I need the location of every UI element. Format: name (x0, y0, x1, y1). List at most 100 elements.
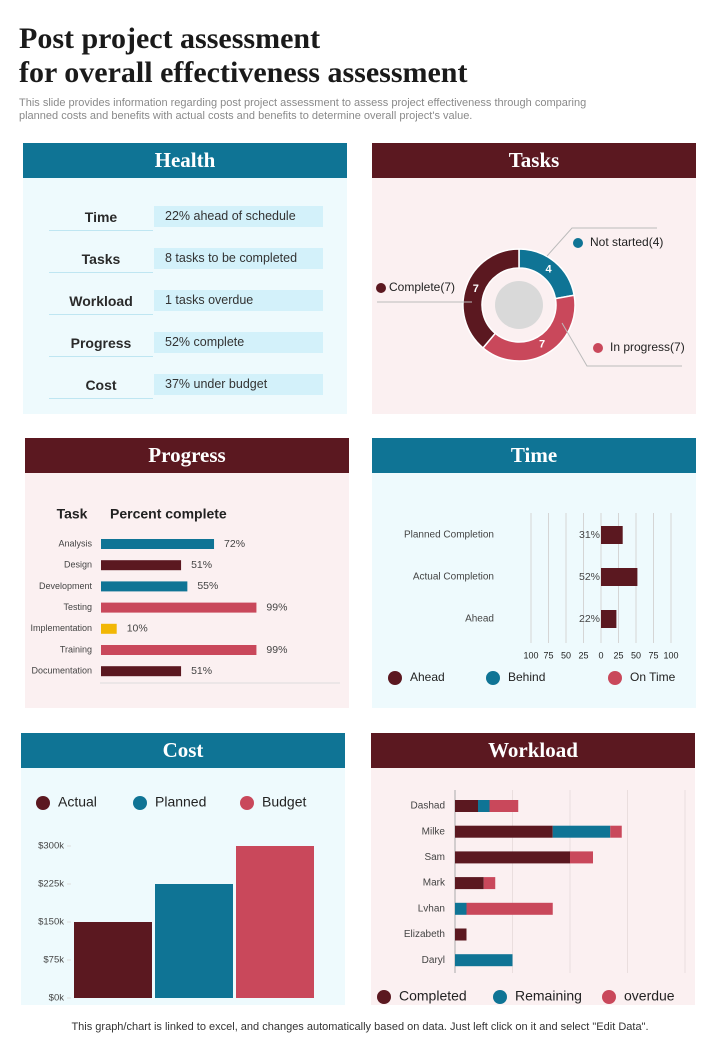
bar (601, 526, 623, 544)
data-label: 10% (127, 623, 148, 635)
panel-title: Time (372, 438, 696, 473)
x-tick-label: 0 (598, 650, 603, 660)
data-label: 99% (266, 601, 287, 613)
legend-label: Completed (399, 988, 467, 1004)
leader-line (546, 227, 657, 257)
y-tick-label: Milke (422, 826, 446, 837)
health-value: 37% under budget (154, 374, 323, 395)
panel-title: Health (23, 143, 347, 178)
x-tick-label: 50 (561, 650, 571, 660)
health-row: Tasks 8 tasks to be completed (23, 248, 347, 273)
workload-panel: Workload Dashad Milke Sam Mark Lvhan Elizabet… (371, 733, 695, 1005)
x-tick-label: 75 (648, 650, 658, 660)
health-label: Progress (49, 332, 153, 357)
health-row: Time 22% ahead of schedule (23, 206, 347, 231)
bar-segment (455, 954, 513, 967)
panel-title: Progress (25, 438, 349, 473)
x-tick-label: 50 (631, 650, 641, 660)
y-tick-label: Analysis (58, 538, 92, 548)
bar (74, 922, 152, 998)
health-panel: Health Time 22% ahead of schedule Tasks 8 t… (23, 143, 347, 414)
health-body: Time 22% ahead of schedule Tasks 8 tasks to… (23, 178, 347, 414)
y-tick-label: Lvhan (418, 903, 445, 914)
y-tick-label: Design (64, 560, 92, 570)
data-label: 55% (197, 580, 218, 592)
bar-segment (478, 800, 490, 812)
legend-label: Budget (262, 794, 306, 810)
bar-segment (455, 928, 467, 941)
column-header: Percent complete (110, 506, 227, 522)
bar (601, 610, 617, 628)
health-label: Time (49, 206, 153, 231)
legend-label: Remaining (515, 988, 582, 1004)
x-tick-label: 100 (523, 650, 538, 660)
bar-segment (610, 825, 622, 838)
bar-segment (455, 825, 553, 838)
x-tick-label: 75 (543, 650, 553, 660)
data-label: 7 (539, 339, 545, 351)
leader-line (561, 322, 682, 367)
chart: 100 75 50 25 0 25 50 75 100 Planned Completion 31%… (388, 513, 679, 685)
chart: 4 Not started(4) 7 In progress(7) 7 Complete(… (376, 227, 685, 367)
y-tick-label: Dashad (411, 801, 445, 812)
bar (101, 623, 117, 634)
bar (101, 581, 188, 592)
y-tick-label: $150k (38, 917, 64, 928)
bar-segment (455, 800, 478, 812)
bar-segment (455, 851, 570, 864)
footer: This graph/chart is linked to excel, and… (71, 1021, 649, 1033)
data-label: 72% (224, 538, 245, 550)
x-tick-label: 100 (663, 650, 678, 660)
donut-center (495, 281, 543, 329)
y-tick-label: Development (39, 581, 93, 591)
title-line: Post project assessment (19, 22, 321, 55)
y-tick-label: Testing (63, 602, 92, 612)
health-value: 52% complete (154, 332, 323, 353)
legend-label: In progress(7) (610, 340, 685, 354)
health-value: 8 tasks to be completed (154, 248, 323, 269)
x-tick-label: 25 (578, 650, 588, 660)
legend-label: Not started(4) (590, 235, 663, 249)
health-label: Cost (49, 374, 153, 399)
y-tick-label: Sam (424, 852, 445, 863)
bar-segment (570, 851, 593, 864)
bar-segment (455, 902, 467, 915)
bar-segment (552, 825, 611, 838)
health-row: Progress 52% complete (23, 332, 347, 357)
y-tick-label: $75k (43, 955, 64, 966)
tasks-panel: Tasks 4 Not started(4) 7 In progress(7) 7 Com… (372, 143, 696, 414)
panel-title: Cost (21, 733, 345, 768)
data-label: 99% (266, 644, 287, 656)
bar-segment (455, 877, 484, 890)
legend-label: Complete(7) (389, 280, 455, 294)
bar (101, 666, 182, 677)
y-tick-label: Implementation (30, 623, 92, 633)
legend-label: Planned (155, 794, 206, 810)
panel-title: Workload (371, 733, 695, 768)
y-tick-label: Elizabeth (404, 929, 445, 940)
bar-segment (489, 800, 519, 812)
legend-marker (602, 990, 616, 1004)
y-tick-label: Daryl (422, 955, 445, 966)
bar-segment (483, 877, 496, 890)
cost-panel: Cost $0k $75k $150k $225k $300k Actual Planned… (21, 733, 345, 1005)
subtitle: This slide provides information regardin… (19, 97, 587, 122)
bar-segment (466, 902, 553, 915)
data-label: 22% (579, 613, 600, 625)
health-row: Cost 37% under budget (23, 374, 347, 399)
data-label: 31% (579, 529, 600, 541)
progress-panel: Progress Task Percent complete Analysis 72%… (25, 438, 349, 708)
legend-marker (36, 796, 50, 810)
y-tick-label: Documentation (31, 666, 92, 676)
y-tick-label: Ahead (465, 614, 494, 625)
legend-marker (133, 796, 147, 810)
panel-title: Tasks (372, 143, 696, 178)
donut-segment (462, 248, 520, 349)
health-label: Tasks (49, 248, 153, 273)
bar (101, 539, 215, 549)
legend-label: Ahead (410, 670, 445, 684)
y-tick-label: $225k (38, 879, 64, 890)
legend-marker (240, 796, 254, 810)
legend-marker (376, 283, 386, 293)
health-value: 1 tasks overdue (154, 290, 323, 311)
